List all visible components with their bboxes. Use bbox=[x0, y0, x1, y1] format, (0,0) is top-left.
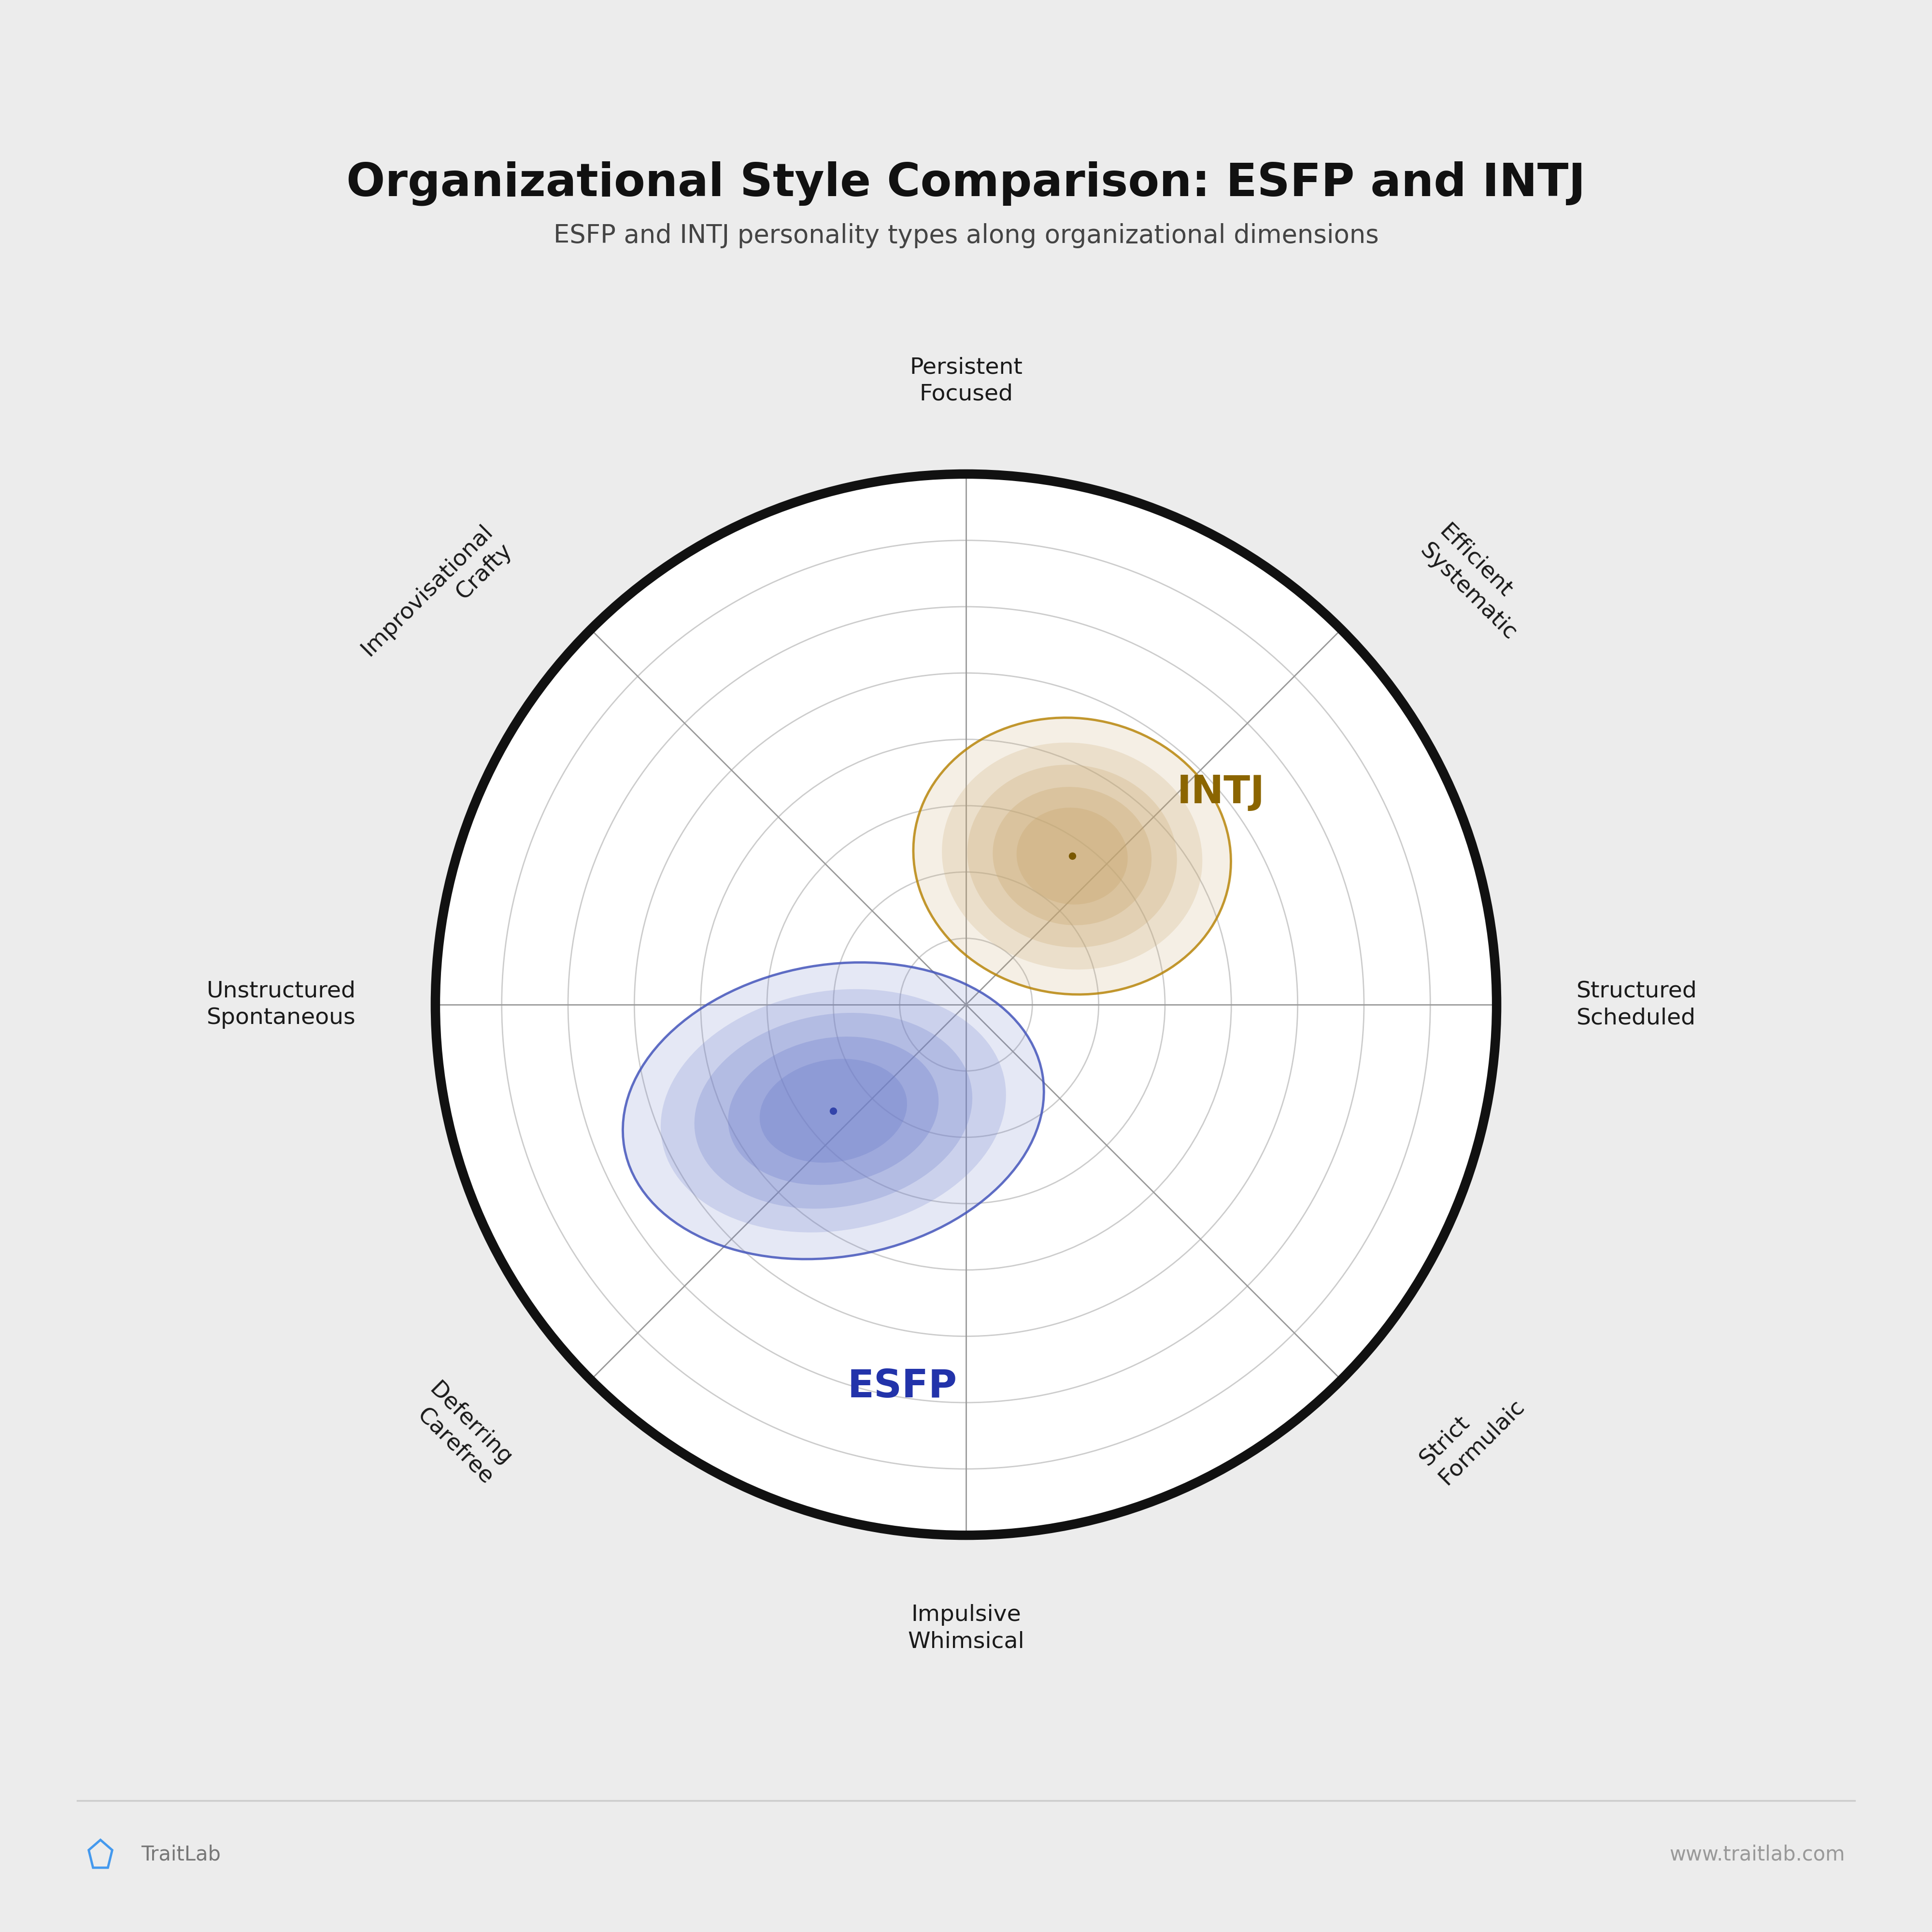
Ellipse shape bbox=[694, 1012, 972, 1209]
Ellipse shape bbox=[759, 1059, 906, 1163]
Circle shape bbox=[435, 473, 1497, 1536]
Text: ESFP: ESFP bbox=[848, 1368, 956, 1405]
Ellipse shape bbox=[661, 989, 1007, 1233]
Text: Efficient
Systematic: Efficient Systematic bbox=[1416, 520, 1540, 645]
Ellipse shape bbox=[1016, 808, 1128, 904]
Text: Persistent
Focused: Persistent Focused bbox=[910, 357, 1022, 406]
Text: INTJ: INTJ bbox=[1177, 773, 1265, 811]
Ellipse shape bbox=[728, 1037, 939, 1184]
Text: Structured
Scheduled: Structured Scheduled bbox=[1577, 980, 1696, 1030]
Ellipse shape bbox=[968, 765, 1177, 947]
Text: Strict
Formulaic: Strict Formulaic bbox=[1416, 1376, 1528, 1490]
Text: Improvisational
Crafty: Improvisational Crafty bbox=[357, 520, 516, 680]
Text: ESFP and INTJ personality types along organizational dimensions: ESFP and INTJ personality types along or… bbox=[553, 222, 1379, 247]
Text: www.traitlab.com: www.traitlab.com bbox=[1669, 1845, 1845, 1864]
Text: Deferring
Carefree: Deferring Carefree bbox=[406, 1379, 516, 1490]
Ellipse shape bbox=[914, 717, 1231, 995]
Ellipse shape bbox=[622, 962, 1043, 1260]
Ellipse shape bbox=[943, 742, 1202, 970]
Text: Unstructured
Spontaneous: Unstructured Spontaneous bbox=[207, 980, 355, 1030]
Text: TraitLab: TraitLab bbox=[141, 1845, 220, 1864]
Ellipse shape bbox=[993, 786, 1151, 925]
Text: Impulsive
Whimsical: Impulsive Whimsical bbox=[908, 1604, 1024, 1652]
Text: Organizational Style Comparison: ESFP and INTJ: Organizational Style Comparison: ESFP an… bbox=[346, 160, 1586, 207]
